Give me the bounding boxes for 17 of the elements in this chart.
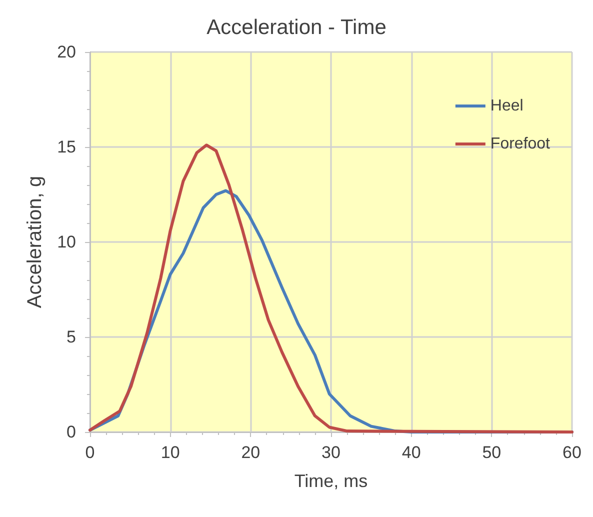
y-tick-label: 10 bbox=[57, 232, 76, 252]
y-tick-label: 5 bbox=[66, 328, 76, 346]
x-tick-label: 60 bbox=[562, 443, 582, 462]
x-tick-label: 0 bbox=[85, 443, 95, 462]
chart-title: Acceleration - Time bbox=[206, 16, 386, 39]
x-axis-title: Time, ms bbox=[294, 471, 368, 491]
y-tick-label: 20 bbox=[57, 42, 76, 62]
y-tick-label: 0 bbox=[66, 422, 76, 442]
x-tick-label: 40 bbox=[402, 443, 421, 462]
x-tick-label: 10 bbox=[160, 443, 180, 462]
y-tick-label: 15 bbox=[57, 138, 76, 156]
legend-label: Forefoot bbox=[490, 136, 551, 152]
x-tick-label: 20 bbox=[241, 443, 260, 462]
legend-label: Heel bbox=[490, 98, 524, 114]
x-tick-label: 30 bbox=[322, 443, 340, 462]
y-axis-title: Acceleration, g bbox=[24, 176, 46, 308]
x-tick-label: 50 bbox=[482, 443, 502, 462]
